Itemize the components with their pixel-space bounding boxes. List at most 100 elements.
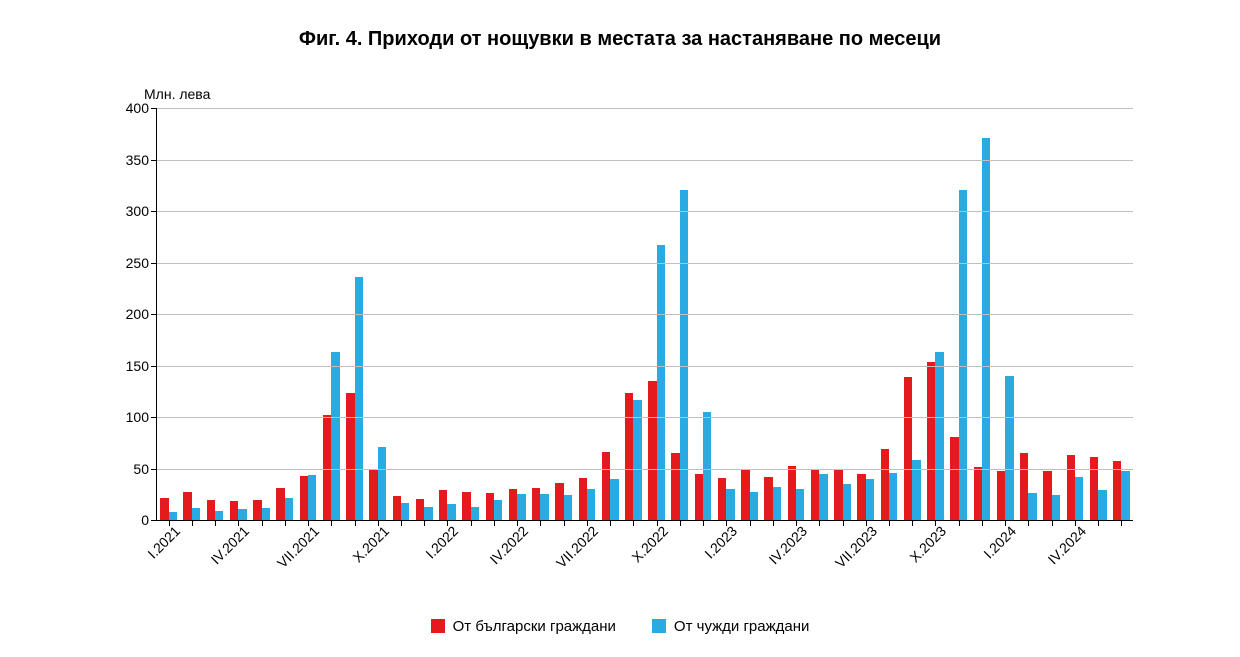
bar-foreign <box>680 190 688 520</box>
grid-line <box>157 160 1133 161</box>
bar-domestic <box>486 493 494 520</box>
legend-item-domestic: От български граждани <box>431 618 616 635</box>
x-tick-label: I.2022 <box>423 523 462 562</box>
bar-foreign <box>959 190 967 520</box>
y-axis-unit-label: Млн. лева <box>144 86 210 102</box>
y-tick-mark <box>151 160 157 161</box>
y-tick-label: 250 <box>126 255 149 271</box>
x-tick-mark <box>262 520 263 526</box>
bar-foreign <box>331 352 339 520</box>
bar-foreign <box>424 507 432 520</box>
bar-domestic <box>1090 457 1098 520</box>
bar-domestic <box>230 501 238 520</box>
x-tick-mark <box>680 520 681 526</box>
bar-foreign <box>378 447 386 520</box>
bar-foreign <box>866 479 874 520</box>
bar-domestic <box>462 492 470 520</box>
x-tick-mark <box>1098 520 1099 526</box>
y-tick-label: 100 <box>126 409 149 425</box>
bar-foreign <box>262 508 270 520</box>
y-tick-label: 400 <box>126 100 149 116</box>
x-tick-mark <box>959 520 960 526</box>
bar-domestic <box>974 467 982 520</box>
y-tick-mark <box>151 366 157 367</box>
x-tick-mark <box>285 520 286 526</box>
bar-domestic <box>950 437 958 520</box>
x-tick-label: VII.2023 <box>832 523 880 571</box>
bar-domestic <box>207 500 215 520</box>
x-tick-mark <box>633 520 634 526</box>
x-tick-label: X.2021 <box>349 523 392 566</box>
bar-foreign <box>564 495 572 520</box>
grid-line <box>157 108 1133 109</box>
grid-line <box>157 417 1133 418</box>
bar-foreign <box>610 479 618 520</box>
grid-line <box>157 469 1133 470</box>
bar-foreign <box>982 138 990 520</box>
y-tick-label: 150 <box>126 358 149 374</box>
legend-label: От български граждани <box>453 618 616 635</box>
legend-item-foreign: От чужди граждани <box>652 618 809 635</box>
x-tick-mark <box>494 520 495 526</box>
x-tick-mark <box>215 520 216 526</box>
legend: От български граждани От чужди граждани <box>0 618 1240 635</box>
bar-foreign <box>1075 477 1083 520</box>
bar-domestic <box>416 499 424 520</box>
bar-foreign <box>1052 495 1060 520</box>
y-tick-label: 50 <box>133 461 149 477</box>
x-tick-mark <box>540 520 541 526</box>
bar-foreign <box>1028 493 1036 520</box>
bar-foreign <box>401 503 409 521</box>
x-tick-mark <box>912 520 913 526</box>
x-tick-mark <box>843 520 844 526</box>
bar-foreign <box>192 508 200 520</box>
bar-foreign <box>773 487 781 520</box>
y-tick-mark <box>151 211 157 212</box>
y-tick-mark <box>151 417 157 418</box>
x-tick-mark <box>1028 520 1029 526</box>
bar-domestic <box>393 496 401 520</box>
x-tick-label: X.2023 <box>907 523 950 566</box>
bar-domestic <box>532 488 540 520</box>
bar-domestic <box>881 449 889 520</box>
bar-domestic <box>579 478 587 520</box>
bar-domestic <box>834 469 842 521</box>
x-tick-mark <box>819 520 820 526</box>
bar-foreign <box>935 352 943 520</box>
bar-domestic <box>346 393 354 520</box>
x-tick-mark <box>982 520 983 526</box>
legend-swatch <box>431 619 445 633</box>
bar-domestic <box>927 362 935 520</box>
x-tick-label: IV.2023 <box>766 523 811 568</box>
bar-foreign <box>1121 471 1129 520</box>
x-tick-label: IV.2022 <box>487 523 532 568</box>
chart-container: Фиг. 4. Приходи от нощувки в местата за … <box>0 0 1240 657</box>
bar-foreign <box>308 475 316 520</box>
bar-foreign <box>540 494 548 520</box>
x-tick-label: I.2021 <box>144 523 183 562</box>
grid-line <box>157 211 1133 212</box>
bar-domestic <box>253 500 261 520</box>
x-tick-mark <box>564 520 565 526</box>
bar-domestic <box>439 490 447 520</box>
bar-foreign <box>819 474 827 520</box>
y-tick-mark <box>151 520 157 521</box>
bar-foreign <box>169 512 177 520</box>
x-tick-mark <box>1052 520 1053 526</box>
bar-foreign <box>703 412 711 520</box>
bar-foreign <box>843 484 851 520</box>
bar-domestic <box>811 469 819 521</box>
x-tick-mark <box>773 520 774 526</box>
x-tick-label: VII.2022 <box>553 523 601 571</box>
bar-domestic <box>718 478 726 520</box>
bar-domestic <box>509 489 517 520</box>
bar-domestic <box>788 466 796 520</box>
bar-domestic <box>1020 453 1028 520</box>
bar-foreign <box>1005 376 1013 520</box>
bar-domestic <box>323 415 331 520</box>
bar-domestic <box>555 483 563 520</box>
bar-foreign <box>889 473 897 520</box>
y-tick-label: 300 <box>126 203 149 219</box>
x-tick-mark <box>401 520 402 526</box>
legend-label: От чужди граждани <box>674 618 809 635</box>
